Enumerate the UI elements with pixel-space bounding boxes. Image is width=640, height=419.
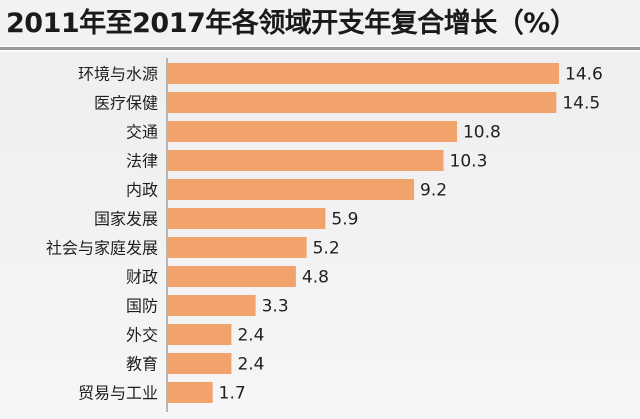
category-label: 国家发展 bbox=[94, 210, 158, 229]
category-label: 医疗保健 bbox=[94, 94, 158, 113]
bar-4 bbox=[167, 179, 415, 200]
bar-11 bbox=[167, 382, 213, 403]
bar-0 bbox=[167, 63, 560, 84]
category-label: 教育 bbox=[126, 355, 158, 374]
value-label: 2.4 bbox=[237, 326, 264, 346]
category-label: 环境与水源 bbox=[78, 65, 158, 84]
category-label: 国防 bbox=[126, 297, 158, 316]
category-label: 财政 bbox=[126, 268, 158, 287]
value-label: 9.2 bbox=[420, 181, 447, 201]
value-label: 5.9 bbox=[331, 210, 358, 230]
bar-6 bbox=[167, 237, 307, 258]
bar-3 bbox=[167, 150, 444, 171]
value-label: 4.8 bbox=[302, 268, 329, 288]
value-label: 1.7 bbox=[219, 384, 246, 404]
value-label: 14.6 bbox=[565, 65, 603, 85]
title-divider bbox=[0, 47, 640, 50]
chart-title: 2011年至2017年各领域开支年复合增长（%） bbox=[6, 8, 577, 39]
value-label: 14.5 bbox=[562, 94, 600, 114]
bar-8 bbox=[167, 295, 256, 316]
category-label: 法律 bbox=[126, 152, 158, 171]
value-label: 10.8 bbox=[463, 123, 501, 143]
value-label: 2.4 bbox=[237, 355, 264, 375]
value-label: 5.2 bbox=[313, 239, 340, 259]
category-label: 交通 bbox=[126, 123, 158, 142]
bar-9 bbox=[167, 324, 232, 345]
bar-2 bbox=[167, 121, 457, 142]
value-label: 10.3 bbox=[450, 152, 488, 172]
title-bar: 2011年至2017年各领域开支年复合增长（%） bbox=[0, 0, 640, 46]
category-label: 贸易与工业 bbox=[78, 384, 158, 403]
value-label: 3.3 bbox=[262, 297, 289, 317]
bar-10 bbox=[167, 353, 232, 374]
chart-panel bbox=[0, 52, 640, 419]
category-label: 外交 bbox=[126, 326, 158, 345]
category-label: 内政 bbox=[126, 181, 158, 200]
category-label: 社会与家庭发展 bbox=[46, 239, 158, 258]
bar-1 bbox=[167, 92, 557, 113]
bar-5 bbox=[167, 208, 326, 229]
bar-7 bbox=[167, 266, 296, 287]
